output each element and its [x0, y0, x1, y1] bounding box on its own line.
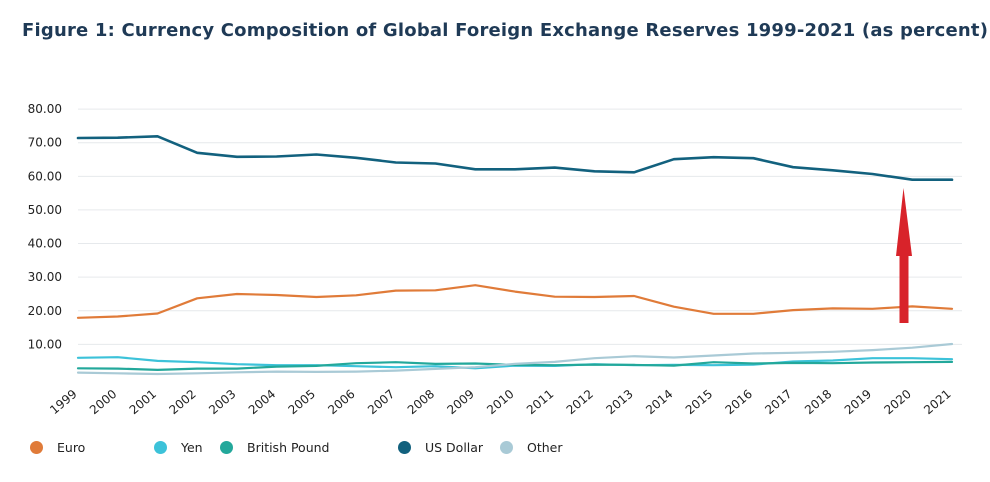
x-tick-label: 2020: [882, 387, 914, 417]
x-tick-label: 2015: [683, 387, 715, 417]
y-tick-label: 20.00: [28, 304, 62, 318]
x-tick-label: 2003: [206, 387, 238, 417]
x-tick-label: 2010: [484, 387, 516, 417]
series-line-euro: [76, 284, 954, 319]
x-tick-label: 2009: [445, 387, 477, 417]
line-chart: 10.00 20.00 30.00 40.00 50.00 60.00 70.00 80.00…: [28, 102, 962, 417]
legend-label: US Dollar: [425, 440, 484, 455]
x-tick-label: 2014: [643, 387, 675, 417]
y-tick-label: 70.00: [28, 136, 62, 150]
y-tick-label: 10.00: [28, 337, 62, 351]
series-lines: [76, 135, 954, 376]
legend-item-us-dollar: US Dollar: [398, 440, 483, 455]
x-tick-label: 2008: [405, 387, 437, 417]
y-tick-label: 60.00: [28, 169, 62, 183]
x-tick-label: 2017: [762, 387, 794, 417]
x-axis-tick-labels: 1999 2000 2001 2002 2003 2004 2005 2006 2007 2008…: [47, 387, 953, 417]
x-tick-label: 2002: [166, 387, 198, 417]
legend-item-other: Other: [500, 440, 563, 455]
y-tick-label: 40.00: [28, 237, 62, 251]
legend-label: Other: [527, 440, 563, 455]
y-tick-label: 50.00: [28, 203, 62, 217]
x-tick-label: 2021: [921, 387, 953, 417]
legend-swatch: [30, 441, 43, 454]
chart-legend: Euro Yen British Pound US Dollar Other: [30, 440, 970, 462]
x-tick-label: 2016: [723, 387, 755, 417]
x-tick-label: 2007: [365, 387, 397, 417]
x-tick-label: 2006: [325, 387, 357, 417]
chart-title: Figure 1: Currency Composition of Global…: [22, 20, 989, 41]
x-tick-label: 2001: [127, 387, 159, 417]
red-arrow-shaft: [899, 253, 909, 323]
legend-label: British Pound: [247, 440, 330, 455]
legend-swatch: [500, 441, 513, 454]
series-line-other: [76, 342, 954, 376]
legend-label: Euro: [57, 440, 86, 455]
series-line-us-dollar: [76, 135, 954, 181]
x-tick-label: 2011: [524, 387, 556, 417]
x-tick-label: 2018: [802, 387, 834, 417]
y-tick-label: 30.00: [28, 270, 62, 284]
red-arrow-head: [896, 188, 912, 256]
x-tick-label: 2019: [842, 387, 874, 417]
red-arrow-annotation: [896, 188, 912, 323]
x-tick-label: 2013: [603, 387, 635, 417]
legend-item-euro: Euro: [30, 440, 85, 455]
legend-item-yen: Yen: [154, 440, 203, 455]
legend-item-british-pound: British Pound: [220, 440, 330, 455]
legend-label: Yen: [181, 440, 203, 455]
y-tick-label: 80.00: [28, 102, 62, 116]
x-tick-label: 2000: [87, 387, 119, 417]
x-tick-label: 2005: [286, 387, 318, 417]
x-tick-label: 2012: [564, 387, 596, 417]
legend-swatch: [220, 441, 233, 454]
legend-swatch: [398, 441, 411, 454]
legend-swatch: [154, 441, 167, 454]
x-tick-label: 1999: [47, 387, 79, 417]
gridlines: [78, 108, 962, 345]
x-tick-label: 2004: [246, 387, 278, 417]
y-axis-tick-labels: 10.00 20.00 30.00 40.00 50.00 60.00 70.00 80.00: [28, 102, 62, 351]
